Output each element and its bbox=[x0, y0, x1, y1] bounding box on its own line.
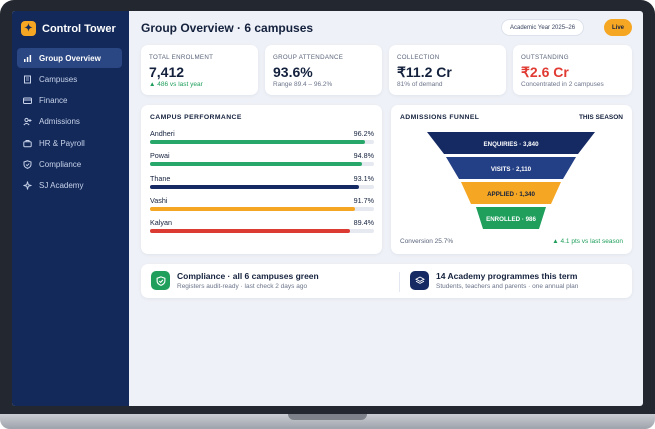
sidebar: ✦ Control Tower Group Overview Campuses bbox=[12, 11, 129, 406]
laptop-notch bbox=[288, 414, 367, 420]
kpi-value: 7,412 bbox=[149, 64, 185, 80]
sparkle-icon bbox=[23, 181, 32, 190]
page-title: Group Overview · 6 campuses bbox=[141, 21, 314, 35]
progress-fill bbox=[150, 229, 351, 234]
sidebar-item-label: Finance bbox=[39, 96, 68, 106]
app-screen: ✦ Control Tower Group Overview Campuses bbox=[12, 11, 643, 406]
progress-track bbox=[150, 184, 374, 189]
sidebar-item-label: Group Overview bbox=[39, 53, 101, 63]
compliance-title[interactable]: Compliance · all 6 campuses green bbox=[177, 271, 319, 281]
bar-chart-icon bbox=[23, 54, 32, 63]
kpi-card-enrolment[interactable]: TOTAL ENROLMENT 7,412 ▲ 486 vs last year bbox=[141, 45, 258, 95]
kpi-sub: Concentrated in 2 campuses bbox=[521, 81, 604, 88]
funnel-stage-label: ENROLLED · 986 bbox=[486, 216, 536, 223]
funnel-chart: ENQUIRIES · 3,840 VISITS · 2,110 APPLIED… bbox=[427, 132, 595, 229]
kpi-sub: Range 89.4 – 96.2% bbox=[273, 81, 333, 88]
progress-track bbox=[150, 162, 374, 167]
campus-performance-card: CAMPUS PERFORMANCE Andheri 96.2% Powai 94.8… bbox=[141, 105, 382, 254]
campus-value: 91.7% bbox=[353, 195, 374, 205]
kpi-value: 93.6% bbox=[273, 64, 313, 80]
card-icon bbox=[23, 96, 32, 105]
kpi-label: COLLECTION bbox=[397, 54, 440, 61]
summary-strip: Compliance · all 6 campuses green Regist… bbox=[141, 264, 632, 298]
section-title: ADMISSIONS FUNNEL bbox=[400, 114, 480, 121]
brand-name: Control Tower bbox=[42, 22, 116, 35]
kpi-label: TOTAL ENROLMENT bbox=[149, 54, 214, 61]
funnel-stage-enrolled bbox=[476, 207, 546, 229]
campus-name: Powai bbox=[150, 151, 170, 161]
kpi-label: OUTSTANDING bbox=[521, 54, 569, 61]
campus-name: Andheri bbox=[150, 129, 175, 138]
progress-track bbox=[150, 140, 374, 144]
progress-fill bbox=[150, 140, 366, 144]
campus-value: 94.8% bbox=[353, 151, 374, 161]
sidebar-item-label: Compliance bbox=[39, 159, 82, 169]
section-title: CAMPUS PERFORMANCE bbox=[150, 114, 242, 121]
kpi-card-attendance[interactable]: GROUP ATTENDANCE 93.6% Range 89.4 – 96.2… bbox=[265, 45, 382, 95]
sidebar-item-campuses[interactable]: Campuses bbox=[17, 69, 122, 89]
laptop-base bbox=[0, 414, 655, 429]
main-content: Group Overview · 6 campuses Academic Yea… bbox=[129, 11, 643, 406]
funnel-stage-label: VISITS · 2,110 bbox=[491, 166, 532, 173]
kpi-value: ₹11.2 Cr bbox=[397, 64, 452, 80]
kpi-card-outstanding[interactable]: OUTSTANDING ₹2.6 Cr Concentrated in 2 ca… bbox=[513, 45, 632, 95]
funnel-stage-applied bbox=[461, 182, 561, 204]
kpi-sub: ▲ 486 vs last year bbox=[149, 81, 203, 88]
sidebar-item-compliance[interactable]: Compliance bbox=[17, 154, 122, 174]
sidebar-item-finance[interactable]: Finance bbox=[17, 91, 122, 111]
live-badge: Live bbox=[604, 19, 632, 36]
sidebar-item-group-overview[interactable]: Group Overview bbox=[17, 48, 122, 68]
academy-subtitle: Students, teachers and parents · one ann… bbox=[436, 283, 579, 290]
sidebar-item-admissions[interactable]: Admissions bbox=[17, 112, 122, 132]
funnel-stage-visits bbox=[446, 157, 576, 179]
funnel-stage-label: ENQUIRIES · 3,840 bbox=[483, 141, 539, 148]
funnel-stage-label: APPLIED · 1,340 bbox=[487, 191, 535, 198]
campus-name: Thane bbox=[150, 173, 171, 183]
user-plus-icon bbox=[23, 117, 32, 126]
kpi-value: ₹2.6 Cr bbox=[521, 64, 569, 80]
admissions-funnel-card: ADMISSIONS FUNNEL THIS SEASON ENQUIRIES … bbox=[391, 105, 632, 254]
sidebar-item-label: Admissions bbox=[39, 117, 80, 127]
progress-track bbox=[150, 206, 374, 211]
divider bbox=[399, 272, 400, 292]
brand[interactable]: ✦ Control Tower bbox=[21, 21, 116, 36]
campus-name: Vashi bbox=[150, 195, 168, 205]
progress-fill bbox=[150, 184, 359, 189]
sparkle-icon: ✦ bbox=[21, 21, 36, 36]
conversion-rate: Conversion 25.7% bbox=[400, 238, 454, 245]
building-icon bbox=[23, 75, 32, 84]
campus-value: 89.4% bbox=[353, 218, 374, 228]
progress-track bbox=[150, 229, 374, 234]
campus-name: Kalyan bbox=[150, 218, 172, 228]
funnel-stage-enquiries bbox=[427, 132, 595, 154]
layers-icon bbox=[410, 271, 429, 290]
kpi-sub: 81% of demand bbox=[397, 81, 443, 88]
briefcase-icon bbox=[23, 139, 32, 148]
shield-check-icon bbox=[23, 160, 32, 169]
sidebar-item-label: SJ Academy bbox=[39, 181, 84, 191]
sidebar-item-label: HR & Payroll bbox=[39, 138, 85, 148]
compliance-subtitle: Registers audit-ready · last check 2 day… bbox=[177, 283, 308, 290]
conversion-delta: ▲ 4.1 pts vs last season bbox=[552, 238, 623, 245]
sidebar-nav: Group Overview Campuses Finance Admissio… bbox=[17, 48, 122, 197]
academic-year-selector[interactable]: Academic Year 2025–26 bbox=[501, 19, 585, 36]
progress-fill bbox=[150, 162, 363, 167]
progress-fill bbox=[150, 206, 356, 211]
academy-title[interactable]: 14 Academy programmes this term bbox=[436, 271, 578, 281]
campus-value: 93.1% bbox=[353, 173, 374, 183]
shield-check-icon bbox=[151, 271, 170, 290]
season-label: THIS SEASON bbox=[578, 114, 623, 121]
sidebar-item-label: Campuses bbox=[39, 74, 78, 84]
sidebar-item-hr-payroll[interactable]: HR & Payroll bbox=[17, 133, 122, 153]
sidebar-item-sj-academy[interactable]: SJ Academy bbox=[17, 176, 122, 196]
kpi-label: GROUP ATTENDANCE bbox=[273, 54, 344, 61]
kpi-card-collection[interactable]: COLLECTION ₹11.2 Cr 81% of demand bbox=[389, 45, 506, 95]
campus-value: 96.2% bbox=[353, 129, 374, 138]
